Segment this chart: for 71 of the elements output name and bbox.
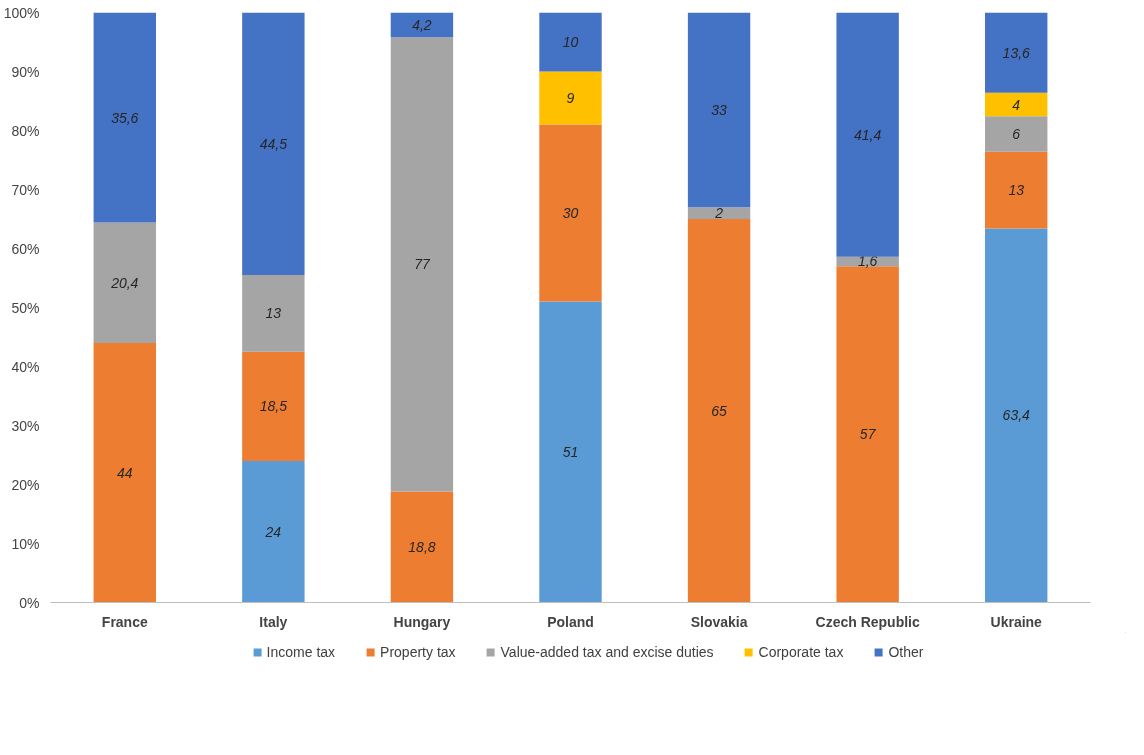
y-tick-label: 10% xyxy=(11,535,40,552)
data-label: 2 xyxy=(714,205,724,222)
data-label: 4 xyxy=(1012,96,1021,113)
bar xyxy=(242,12,305,276)
y-tick-label: 40% xyxy=(11,358,40,375)
x-tick-label: Hungary xyxy=(393,613,451,630)
bar xyxy=(985,228,1048,603)
data-label: 20,4 xyxy=(110,274,139,291)
data-label: 41,4 xyxy=(854,126,882,143)
x-tick-label: Poland xyxy=(547,613,594,630)
bar xyxy=(687,219,751,603)
data-label: 18,8 xyxy=(408,539,436,556)
x-tick-label: Slovakia xyxy=(690,613,748,630)
bar xyxy=(539,301,602,603)
data-label: 1,6 xyxy=(857,253,878,270)
bar xyxy=(985,151,1048,229)
data-label: 4,2 xyxy=(412,16,432,33)
bar xyxy=(985,116,1048,152)
y-tick-label: 70% xyxy=(11,181,40,198)
data-label: 77 xyxy=(414,256,431,273)
data-label: 33 xyxy=(711,101,728,118)
bar xyxy=(985,12,1048,93)
y-tick-label: 90% xyxy=(11,63,40,80)
data-label: 10 xyxy=(562,34,579,50)
x-tick-label: Czech Republic xyxy=(815,613,920,630)
data-label: 6 xyxy=(1012,126,1021,143)
x-tick-label: Ukraine xyxy=(990,613,1043,630)
data-label: 35,6 xyxy=(111,109,139,126)
bar xyxy=(836,12,899,257)
legend-label: Property tax xyxy=(380,644,456,660)
bar xyxy=(390,491,454,603)
legend-label: Other xyxy=(888,644,924,660)
bar xyxy=(687,207,751,219)
bar xyxy=(242,460,305,603)
data-label: 44 xyxy=(117,464,133,481)
x-tick-label: Italy xyxy=(259,613,288,630)
bar xyxy=(836,266,899,603)
data-label: 63,4 xyxy=(1002,407,1031,424)
data-label: 13,6 xyxy=(1002,44,1031,61)
bar xyxy=(539,12,602,72)
data-label: 65 xyxy=(711,402,728,419)
y-tick-label: 100% xyxy=(3,4,40,21)
x-tick-label: France xyxy=(101,613,148,630)
bar xyxy=(93,342,156,603)
legend-label: Value-added tax and excise duties xyxy=(500,644,714,660)
data-label: 18,5 xyxy=(259,398,288,415)
y-tick-label: 30% xyxy=(11,417,40,434)
y-tick-label: 80% xyxy=(11,122,40,139)
bar xyxy=(93,12,156,223)
y-tick-label: 20% xyxy=(11,476,40,493)
data-label: 57 xyxy=(859,426,877,443)
data-label: 51 xyxy=(562,444,579,461)
y-tick-label: 0% xyxy=(19,594,40,611)
bar xyxy=(687,12,751,208)
legend-label: Income tax xyxy=(266,644,336,660)
y-tick-label: 60% xyxy=(11,240,40,257)
data-label: 30 xyxy=(562,205,579,222)
data-label: 9 xyxy=(566,90,575,107)
bar xyxy=(242,351,305,461)
bar xyxy=(539,124,602,302)
y-tick-label: 50% xyxy=(11,299,40,316)
data-label: 44,5 xyxy=(259,135,288,152)
bar xyxy=(93,222,156,343)
data-label: 13 xyxy=(1008,182,1025,199)
data-label: 24 xyxy=(264,523,282,540)
legend-label: Corporate tax xyxy=(758,644,844,660)
bar xyxy=(390,37,454,492)
bar xyxy=(539,71,602,125)
bar xyxy=(985,92,1048,117)
bar xyxy=(242,275,305,352)
data-label: 13 xyxy=(265,305,282,322)
